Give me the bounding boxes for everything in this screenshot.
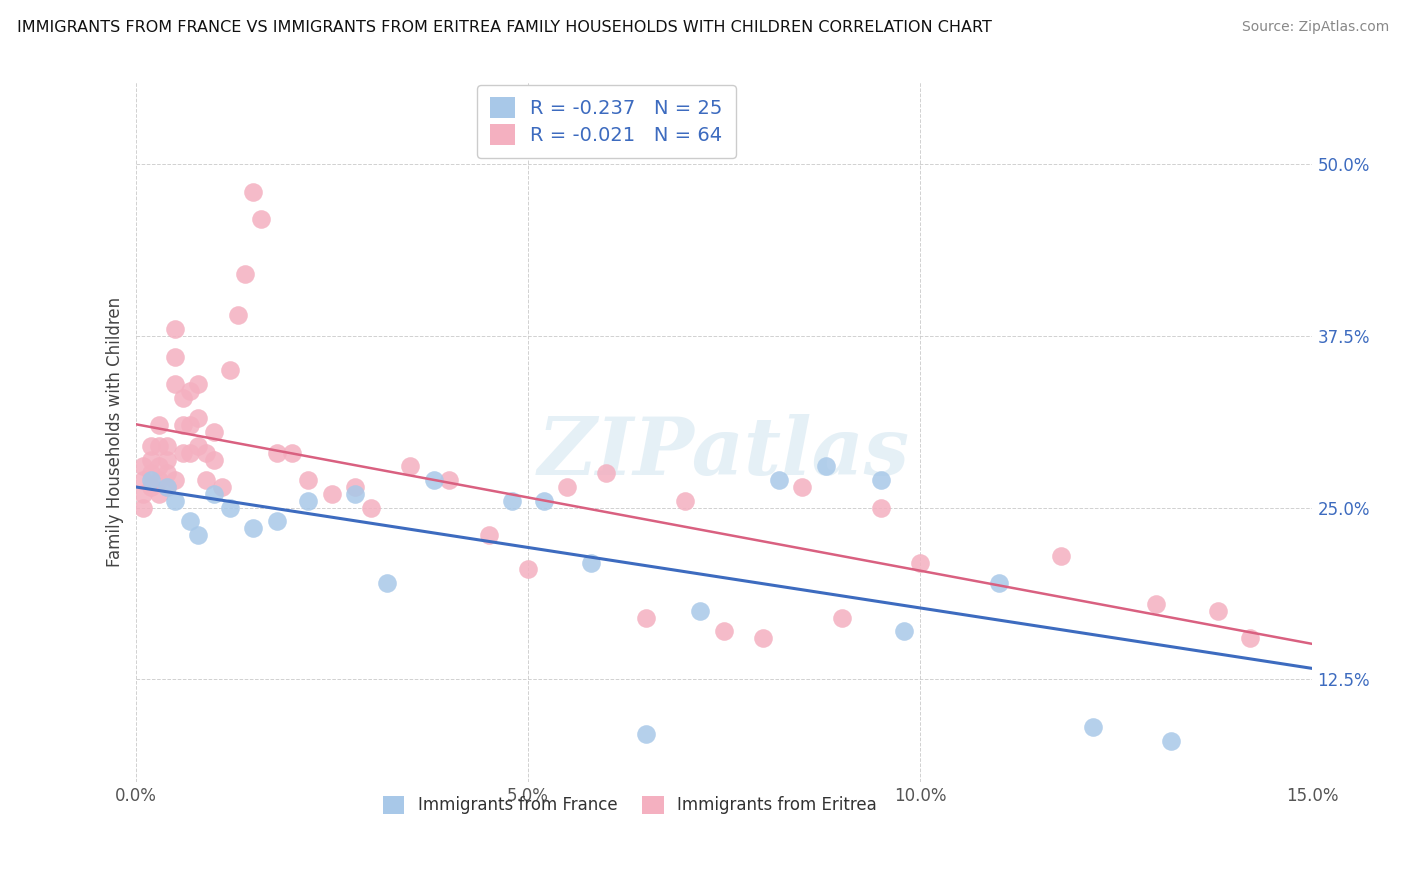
Point	[281, 446, 304, 460]
Point	[792, 480, 814, 494]
Point	[893, 624, 915, 639]
Point	[148, 473, 170, 487]
Point	[1081, 720, 1104, 734]
Point	[156, 439, 179, 453]
Text: IMMIGRANTS FROM FRANCE VS IMMIGRANTS FROM ERITREA FAMILY HOUSEHOLDS WITH CHILDRE: IMMIGRANTS FROM FRANCE VS IMMIGRANTS FRO…	[17, 20, 991, 35]
Point	[689, 604, 711, 618]
Point	[673, 493, 696, 508]
Point	[831, 610, 853, 624]
Point	[163, 350, 186, 364]
Point	[156, 480, 179, 494]
Point	[156, 480, 179, 494]
Point	[242, 521, 264, 535]
Point	[226, 309, 249, 323]
Point	[148, 487, 170, 501]
Point	[321, 487, 343, 501]
Point	[752, 631, 775, 645]
Point	[156, 467, 179, 481]
Point	[344, 480, 367, 494]
Point	[163, 493, 186, 508]
Point	[141, 439, 163, 453]
Point	[908, 556, 931, 570]
Point	[477, 528, 499, 542]
Point	[634, 610, 657, 624]
Point	[172, 446, 194, 460]
Point	[987, 576, 1010, 591]
Point	[132, 487, 155, 501]
Point	[422, 473, 444, 487]
Point	[297, 473, 319, 487]
Point	[132, 473, 155, 487]
Point	[218, 363, 240, 377]
Text: ZIPatlas: ZIPatlas	[538, 415, 910, 491]
Point	[1050, 549, 1073, 563]
Point	[516, 562, 538, 576]
Point	[148, 459, 170, 474]
Point	[172, 418, 194, 433]
Point	[533, 493, 555, 508]
Point	[179, 515, 201, 529]
Point	[439, 473, 461, 487]
Point	[163, 473, 186, 487]
Point	[555, 480, 578, 494]
Point	[132, 459, 155, 474]
Point	[187, 411, 209, 425]
Point	[814, 459, 837, 474]
Point	[870, 473, 893, 487]
Point	[179, 418, 201, 433]
Point	[132, 500, 155, 515]
Point	[242, 185, 264, 199]
Point	[360, 500, 382, 515]
Point	[713, 624, 735, 639]
Legend: Immigrants from France, Immigrants from Eritrea: Immigrants from France, Immigrants from …	[373, 786, 887, 824]
Point	[141, 452, 163, 467]
Point	[218, 500, 240, 515]
Point	[141, 467, 163, 481]
Point	[148, 439, 170, 453]
Point	[202, 425, 225, 439]
Point	[595, 467, 617, 481]
Point	[1144, 597, 1167, 611]
Point	[179, 384, 201, 398]
Point	[202, 452, 225, 467]
Point	[266, 446, 288, 460]
Point	[375, 576, 398, 591]
Point	[172, 391, 194, 405]
Point	[266, 515, 288, 529]
Point	[195, 446, 218, 460]
Point	[163, 322, 186, 336]
Point	[1206, 604, 1229, 618]
Point	[344, 487, 367, 501]
Point	[211, 480, 233, 494]
Point	[141, 473, 163, 487]
Point	[1160, 734, 1182, 748]
Point	[141, 480, 163, 494]
Point	[163, 377, 186, 392]
Y-axis label: Family Households with Children: Family Households with Children	[107, 297, 124, 567]
Point	[179, 446, 201, 460]
Text: Source: ZipAtlas.com: Source: ZipAtlas.com	[1241, 20, 1389, 34]
Point	[187, 377, 209, 392]
Point	[250, 212, 273, 227]
Point	[870, 500, 893, 515]
Point	[187, 439, 209, 453]
Point	[148, 418, 170, 433]
Point	[579, 556, 602, 570]
Point	[1239, 631, 1261, 645]
Point	[501, 493, 523, 508]
Point	[634, 727, 657, 741]
Point	[156, 452, 179, 467]
Point	[297, 493, 319, 508]
Point	[195, 473, 218, 487]
Point	[187, 528, 209, 542]
Point	[399, 459, 422, 474]
Point	[202, 487, 225, 501]
Point	[768, 473, 790, 487]
Point	[235, 267, 257, 281]
